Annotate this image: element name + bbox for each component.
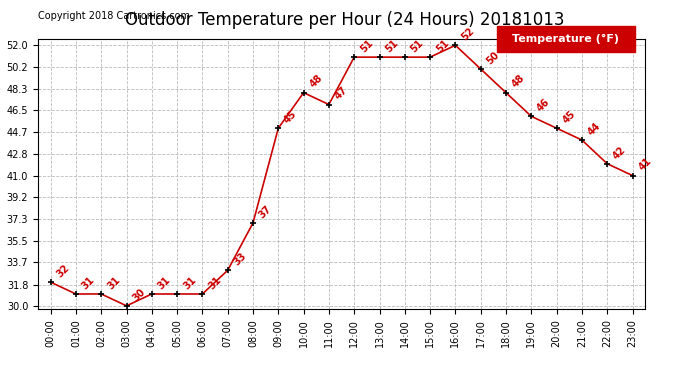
Text: 31: 31 bbox=[156, 274, 172, 291]
Text: 31: 31 bbox=[206, 274, 223, 291]
Text: 45: 45 bbox=[282, 109, 299, 125]
Text: 51: 51 bbox=[384, 38, 400, 54]
Text: 30: 30 bbox=[130, 286, 147, 303]
Text: 52: 52 bbox=[460, 26, 476, 42]
Text: 33: 33 bbox=[232, 251, 248, 267]
Text: 48: 48 bbox=[510, 73, 527, 90]
Text: 45: 45 bbox=[561, 109, 578, 125]
Text: 51: 51 bbox=[434, 38, 451, 54]
Text: Copyright 2018 Cartronics.com: Copyright 2018 Cartronics.com bbox=[38, 11, 190, 21]
Text: 41: 41 bbox=[637, 156, 653, 173]
Text: 46: 46 bbox=[535, 97, 552, 114]
Text: Temperature (°F): Temperature (°F) bbox=[512, 34, 620, 44]
Text: 32: 32 bbox=[55, 263, 71, 279]
Text: 31: 31 bbox=[181, 274, 198, 291]
Text: Outdoor Temperature per Hour (24 Hours) 20181013: Outdoor Temperature per Hour (24 Hours) … bbox=[126, 11, 564, 29]
Text: 31: 31 bbox=[80, 274, 97, 291]
Text: 51: 51 bbox=[358, 38, 375, 54]
Text: 42: 42 bbox=[611, 144, 628, 161]
Text: 31: 31 bbox=[106, 274, 122, 291]
Text: 50: 50 bbox=[485, 50, 502, 66]
Text: 51: 51 bbox=[409, 38, 426, 54]
Text: 44: 44 bbox=[586, 121, 602, 137]
Text: 48: 48 bbox=[308, 73, 324, 90]
Text: 47: 47 bbox=[333, 85, 350, 102]
Text: 37: 37 bbox=[257, 204, 274, 220]
